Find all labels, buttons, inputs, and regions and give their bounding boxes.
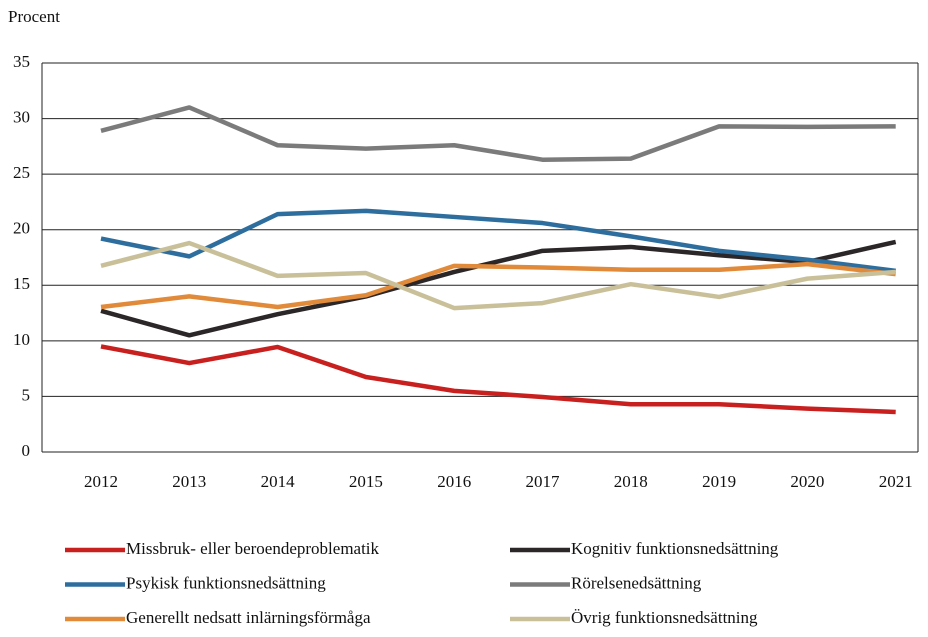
legend-label: Kognitiv funktionsnedsättning <box>571 539 779 558</box>
x-tick-label: 2019 <box>702 472 736 491</box>
x-tick-label: 2020 <box>790 472 824 491</box>
series-line <box>100 208 896 274</box>
series-line <box>100 239 897 338</box>
x-tick-label: 2021 <box>879 472 913 491</box>
x-tick-label: 2014 <box>261 472 296 491</box>
series-line <box>100 261 896 310</box>
x-tick-label: 2013 <box>172 472 206 491</box>
legend-label: Övrig funktionsnedsättning <box>571 608 758 627</box>
legend-label: Missbruk- eller beroendeproblematik <box>126 539 380 558</box>
y-tick-label: 10 <box>13 330 30 349</box>
legend-label: Psykisk funktionsnedsättning <box>126 573 326 592</box>
series-line <box>100 105 896 162</box>
x-tick-label: 2018 <box>614 472 648 491</box>
y-tick-label: 20 <box>13 219 30 238</box>
y-tick-label: 0 <box>22 441 31 460</box>
legend-label: Generellt nedsatt inlärningsförmåga <box>126 608 371 627</box>
y-axis-label: Procent <box>8 7 60 26</box>
x-tick-label: 2017 <box>526 472 561 491</box>
x-tick-label: 2016 <box>437 472 471 491</box>
y-tick-label: 25 <box>13 163 30 182</box>
y-tick-label: 5 <box>22 385 31 404</box>
series-line <box>100 240 896 311</box>
series-line <box>100 344 896 415</box>
legend-label: Rörelsenedsättning <box>571 573 702 592</box>
x-tick-label: 2015 <box>349 472 383 491</box>
y-tick-label: 35 <box>13 52 30 71</box>
y-tick-label: 30 <box>13 107 30 126</box>
y-tick-label: 15 <box>13 274 30 293</box>
x-tick-label: 2012 <box>84 472 118 491</box>
